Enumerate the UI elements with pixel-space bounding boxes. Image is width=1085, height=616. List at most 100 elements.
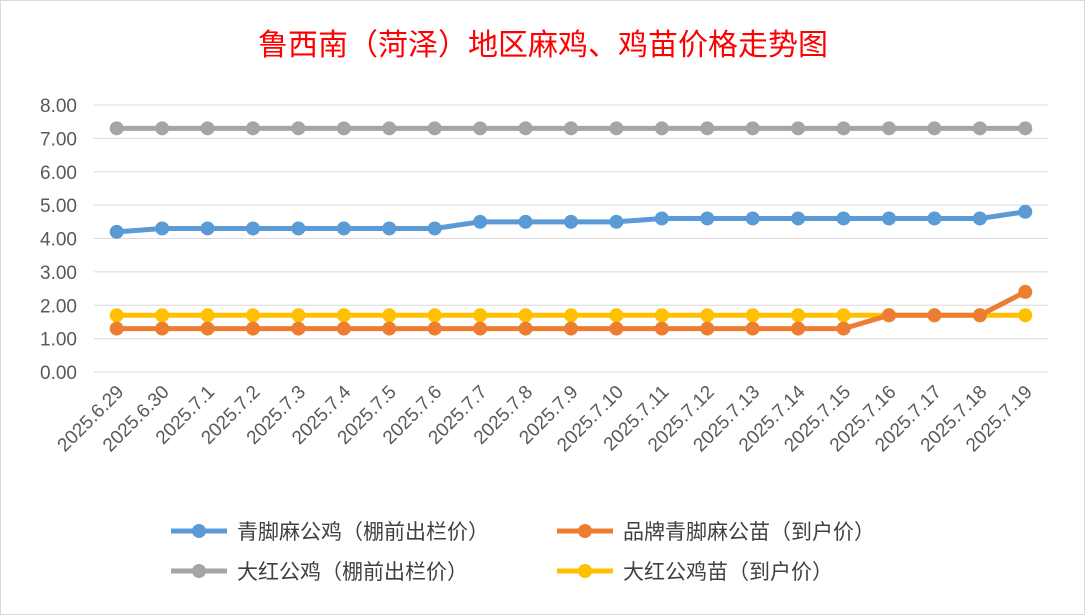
data-point	[246, 221, 260, 236]
data-point	[972, 308, 987, 323]
data-point	[882, 308, 896, 323]
data-point	[972, 121, 987, 136]
data-point	[564, 321, 578, 336]
y-tick-label: 0.00	[40, 363, 77, 384]
data-point	[882, 121, 896, 136]
data-point	[564, 308, 578, 323]
y-tick-label: 1.00	[40, 330, 77, 351]
data-point	[836, 211, 851, 226]
series-0	[109, 204, 1033, 239]
data-point	[291, 221, 306, 236]
legend-item: 品牌青脚麻公苗（到户价）	[557, 520, 875, 544]
data-point	[109, 121, 124, 136]
data-point	[836, 121, 851, 136]
legend-swatch-marker	[192, 564, 206, 578]
y-tick-label: 4.00	[40, 230, 77, 251]
data-point	[1018, 284, 1033, 299]
data-point	[200, 121, 215, 136]
data-point	[654, 308, 669, 323]
data-point	[609, 308, 624, 323]
data-point	[427, 308, 442, 323]
data-point	[654, 321, 669, 336]
data-point	[155, 321, 170, 336]
data-point	[609, 214, 624, 229]
data-point	[791, 308, 806, 323]
data-point	[473, 321, 488, 336]
data-point	[745, 308, 760, 323]
legend: 青脚麻公鸡（棚前出栏价） 品牌青脚麻公苗（到户价） 大红公鸡（棚前出栏价） 大红公鸡苗…	[171, 520, 875, 584]
legend-swatch-marker	[578, 524, 592, 538]
data-point	[927, 308, 942, 323]
data-point	[791, 321, 806, 336]
data-point	[109, 224, 124, 239]
data-point	[336, 221, 351, 236]
y-tick-label: 2.00	[40, 296, 77, 317]
legend-label: 大红公鸡（棚前出栏价）	[237, 560, 468, 584]
data-point	[927, 211, 942, 226]
data-point	[291, 308, 306, 323]
legend-swatch-marker	[192, 524, 206, 538]
data-point	[700, 308, 715, 323]
data-point	[155, 221, 170, 236]
data-point	[473, 121, 488, 136]
data-point	[791, 121, 806, 136]
data-point	[382, 321, 397, 336]
data-point	[882, 211, 896, 226]
chart-title: 鲁西南（菏泽）地区麻鸡、鸡苗价格走势图	[258, 28, 828, 63]
data-point	[427, 121, 442, 136]
legend-label: 大红公鸡苗（到户价）	[623, 560, 833, 584]
series-lines	[109, 121, 1033, 336]
x-axis-ticks: 2025.6.292025.6.302025.7.12025.7.22025.7…	[54, 381, 1037, 456]
data-point	[1018, 308, 1033, 323]
data-point	[246, 321, 260, 336]
legend-label: 青脚麻公鸡（棚前出栏价）	[237, 520, 489, 544]
data-point	[654, 121, 669, 136]
y-axis-ticks: 0.00 1.00 2.00 3.00 4.00 5.00 6.00 7.00 8.00	[40, 96, 77, 384]
data-point	[291, 121, 306, 136]
data-point	[518, 121, 533, 136]
y-tick-label: 3.00	[40, 263, 77, 284]
data-point	[518, 308, 533, 323]
legend-item: 青脚麻公鸡（棚前出栏价）	[171, 520, 489, 544]
data-point	[473, 308, 488, 323]
data-point	[836, 308, 851, 323]
data-point	[700, 211, 715, 226]
data-point	[518, 321, 533, 336]
data-point	[155, 308, 170, 323]
data-point	[609, 321, 624, 336]
data-point	[382, 121, 397, 136]
data-point	[518, 214, 533, 229]
data-point	[927, 121, 942, 136]
legend-label: 品牌青脚麻公苗（到户价）	[623, 520, 875, 544]
data-point	[109, 321, 124, 336]
y-tick-label: 8.00	[40, 96, 77, 117]
data-point	[609, 121, 624, 136]
data-point	[155, 121, 170, 136]
data-point	[700, 321, 715, 336]
data-point	[246, 121, 260, 136]
data-point	[745, 211, 760, 226]
data-point	[200, 221, 215, 236]
gridlines	[94, 104, 1048, 373]
data-point	[427, 321, 442, 336]
y-tick-label: 6.00	[40, 163, 77, 184]
data-point	[427, 221, 442, 236]
data-point	[291, 321, 306, 336]
data-point	[473, 214, 488, 229]
data-point	[564, 214, 578, 229]
data-point	[336, 308, 351, 323]
series-1	[109, 284, 1033, 336]
y-tick-label: 7.00	[40, 129, 77, 150]
data-point	[382, 221, 397, 236]
data-point	[972, 211, 987, 226]
data-point	[382, 308, 397, 323]
data-point	[1018, 121, 1033, 136]
data-point	[745, 121, 760, 136]
series-2	[109, 121, 1033, 136]
data-point	[791, 211, 806, 226]
data-point	[564, 121, 578, 136]
legend-item: 大红公鸡（棚前出栏价）	[171, 560, 468, 584]
data-point	[836, 321, 851, 336]
